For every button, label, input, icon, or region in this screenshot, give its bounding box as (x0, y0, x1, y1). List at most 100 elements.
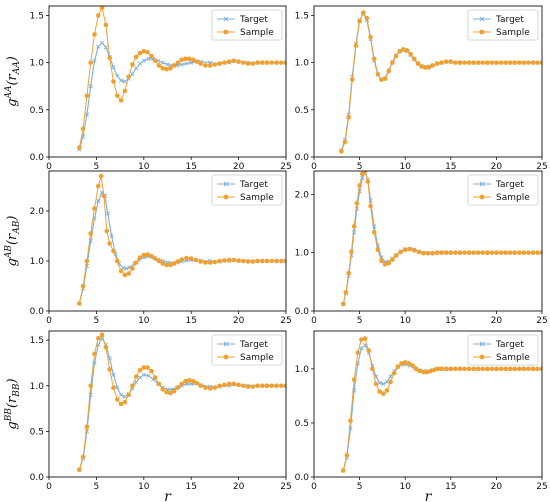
legend-entry-sample: Sample (240, 353, 274, 363)
data-point-sample (92, 32, 97, 37)
axes-frame (313, 170, 543, 312)
axes-frame (313, 330, 543, 478)
data-point-sample (375, 247, 381, 253)
data-point-sample (368, 34, 373, 40)
data-point-target (381, 381, 386, 387)
data-point-sample (346, 270, 351, 276)
data-point-sample (84, 93, 90, 98)
data-point-sample (457, 250, 463, 255)
data-point-sample (421, 369, 426, 375)
data-point-sample (521, 250, 527, 255)
data-point-sample (351, 377, 357, 382)
data-point-sample (203, 385, 208, 390)
data-point-target (115, 73, 120, 78)
data-point-sample (382, 262, 388, 267)
data-point-sample (370, 366, 375, 372)
data-point-sample (371, 229, 377, 235)
data-point-sample (241, 258, 246, 264)
data-point-sample (412, 56, 417, 62)
data-point-sample (207, 260, 213, 265)
x-tick-label: 15 (445, 162, 456, 172)
legend-marker-x (479, 181, 485, 187)
data-point-sample (426, 65, 432, 70)
data-point-sample (255, 383, 260, 389)
data-point-target (111, 65, 116, 70)
legend: Target Sample (211, 334, 283, 366)
data-point-sample (203, 260, 208, 265)
x-tick-label: 25 (536, 162, 547, 172)
data-point-sample (183, 56, 188, 62)
data-point-sample (359, 337, 364, 342)
data-point-sample (407, 246, 413, 252)
data-point-sample (99, 6, 105, 11)
data-point-sample (434, 250, 440, 255)
data-point-sample (395, 364, 401, 369)
data-point-sample (484, 366, 490, 372)
x-axis-label: r (425, 489, 433, 502)
plot-area (340, 171, 542, 307)
data-point-target (122, 79, 127, 84)
x-tick-label: 15 (445, 316, 456, 326)
data-point-sample (375, 71, 381, 77)
y-tick-label: 0.5 (30, 106, 44, 116)
data-point-sample (168, 65, 173, 71)
data-point-sample (217, 61, 222, 66)
data-point-sample (164, 262, 169, 268)
data-point-sample (149, 53, 154, 59)
data-point-sample (484, 250, 490, 255)
data-point-sample (408, 51, 413, 57)
data-point-sample (421, 250, 426, 256)
data-point-sample (152, 256, 158, 261)
data-point-sample (373, 381, 379, 387)
data-point-sample (133, 260, 139, 265)
legend: Target Sample (467, 174, 539, 206)
data-point-sample (526, 60, 531, 65)
data-point-sample (226, 257, 232, 263)
data-point-sample (357, 18, 362, 24)
data-point-sample (278, 60, 284, 65)
y-tick-label: 1.0 (30, 59, 45, 69)
data-point-sample (498, 250, 504, 255)
y-tick-label: 0.5 (295, 106, 309, 116)
data-point-sample (122, 88, 128, 94)
data-point-sample (104, 228, 110, 234)
data-point-sample (471, 250, 476, 255)
data-point-sample (475, 366, 481, 372)
data-point-sample (283, 258, 286, 264)
data-point-target (99, 40, 105, 45)
x-tick-label: 20 (233, 482, 245, 492)
data-point-sample (360, 10, 366, 15)
data-point-sample (141, 49, 147, 54)
data-point-sample (393, 53, 399, 59)
data-point-target (115, 385, 120, 390)
data-point-sample (222, 382, 227, 388)
data-point-sample (226, 59, 232, 64)
data-point-sample (415, 61, 421, 66)
data-point-sample (484, 60, 490, 65)
data-point-sample (402, 247, 408, 253)
legend-entry-sample: Sample (496, 28, 530, 38)
data-point-sample (498, 366, 504, 372)
legend-entry-target: Target (495, 15, 524, 25)
y-tick-label: 1.5 (295, 11, 309, 21)
data-point-sample (480, 366, 486, 372)
data-point-sample (222, 60, 227, 65)
legend-entry-target: Target (495, 340, 524, 350)
axes-frame (313, 5, 543, 158)
data-point-sample (357, 183, 362, 188)
data-point-sample (231, 257, 237, 263)
legend-marker-circle (479, 354, 485, 360)
data-point-sample (339, 149, 344, 154)
data-point-sample (80, 454, 86, 460)
data-point-sample (432, 367, 437, 373)
data-point-sample (283, 60, 286, 65)
data-point-sample (419, 64, 424, 69)
x-tick-label: 10 (138, 316, 150, 326)
data-point-sample (391, 370, 397, 376)
plot-area (340, 336, 542, 473)
data-point-sample (126, 392, 131, 398)
data-point-sample (344, 453, 350, 458)
axes-frame (48, 330, 287, 478)
data-point-sample (236, 258, 241, 263)
legend: Target Sample (211, 174, 283, 206)
